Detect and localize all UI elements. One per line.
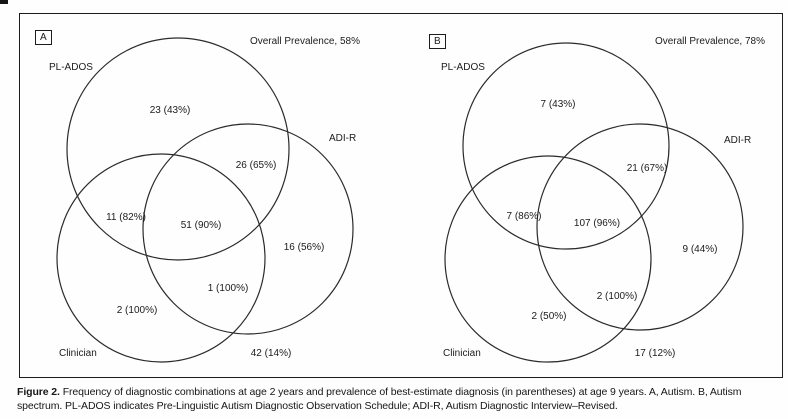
region-value-pl-ados-only: 7 (43%) xyxy=(540,99,576,110)
panel-letter-badge: B xyxy=(429,34,446,49)
panel-letter-badge: A xyxy=(35,30,52,45)
set-label-pl-ados: PL-ADOS xyxy=(49,62,93,73)
region-value-adi-r-only: 16 (56%) xyxy=(283,242,325,253)
region-value-all-three: 51 (90%) xyxy=(180,220,222,231)
figure-border-box: A Overall Prevalence, 58% PL-ADOS ADI-R … xyxy=(19,13,783,378)
circle-adi-r xyxy=(142,123,354,335)
figure-caption-line2: B, Autism spectrum. PL-ADOS indicates Pr… xyxy=(17,386,742,412)
region-value-outside-all: 42 (14%) xyxy=(250,348,292,359)
region-value-clinician-only: 2 (100%) xyxy=(116,305,158,316)
set-label-adi-r: ADI-R xyxy=(724,135,752,146)
circle-clinician xyxy=(444,155,652,363)
venn-diagram-b xyxy=(444,42,744,363)
circle-clinician xyxy=(56,153,266,363)
region-value-all-three: 107 (96%) xyxy=(573,218,621,229)
region-value-pl-ados-clinician: 7 (86%) xyxy=(506,211,542,222)
set-label-clinician: Clinician xyxy=(443,348,481,359)
region-value-adi-r-only: 9 (44%) xyxy=(682,244,718,255)
region-value-clinician-only: 2 (50%) xyxy=(531,311,567,322)
circle-adi-r xyxy=(536,123,744,331)
figure-caption-label: Figure 2. xyxy=(17,386,60,398)
set-label-clinician: Clinician xyxy=(59,348,97,359)
panel-b: B Overall Prevalence, 78% PL-ADOS ADI-R … xyxy=(400,14,781,375)
venn-diagram-a xyxy=(56,37,354,363)
region-value-pl-ados-adi-r: 21 (67%) xyxy=(626,163,668,174)
set-label-pl-ados: PL-ADOS xyxy=(441,62,485,73)
circle-pl-ados xyxy=(66,37,290,261)
set-label-adi-r: ADI-R xyxy=(329,133,357,144)
panel-a: A Overall Prevalence, 58% PL-ADOS ADI-R … xyxy=(20,14,401,375)
region-value-adi-r-clinician: 2 (100%) xyxy=(596,291,638,302)
figure-caption: Figure 2. Frequency of diagnostic combin… xyxy=(17,386,743,413)
overall-prevalence-label: Overall Prevalence, 58% xyxy=(249,36,360,47)
region-value-pl-ados-clinician: 11 (82%) xyxy=(106,212,146,223)
scan-artifact-mark xyxy=(0,0,8,4)
circle-pl-ados xyxy=(462,42,670,250)
region-value-outside-all: 17 (12%) xyxy=(634,348,676,359)
region-value-pl-ados-adi-r: 26 (65%) xyxy=(235,160,277,171)
region-value-adi-r-clinician: 1 (100%) xyxy=(207,283,249,294)
region-value-pl-ados-only: 23 (43%) xyxy=(149,105,191,116)
overall-prevalence-label: Overall Prevalence, 78% xyxy=(654,36,765,47)
figure-caption-line1: Frequency of diagnostic combinations at … xyxy=(62,386,696,398)
